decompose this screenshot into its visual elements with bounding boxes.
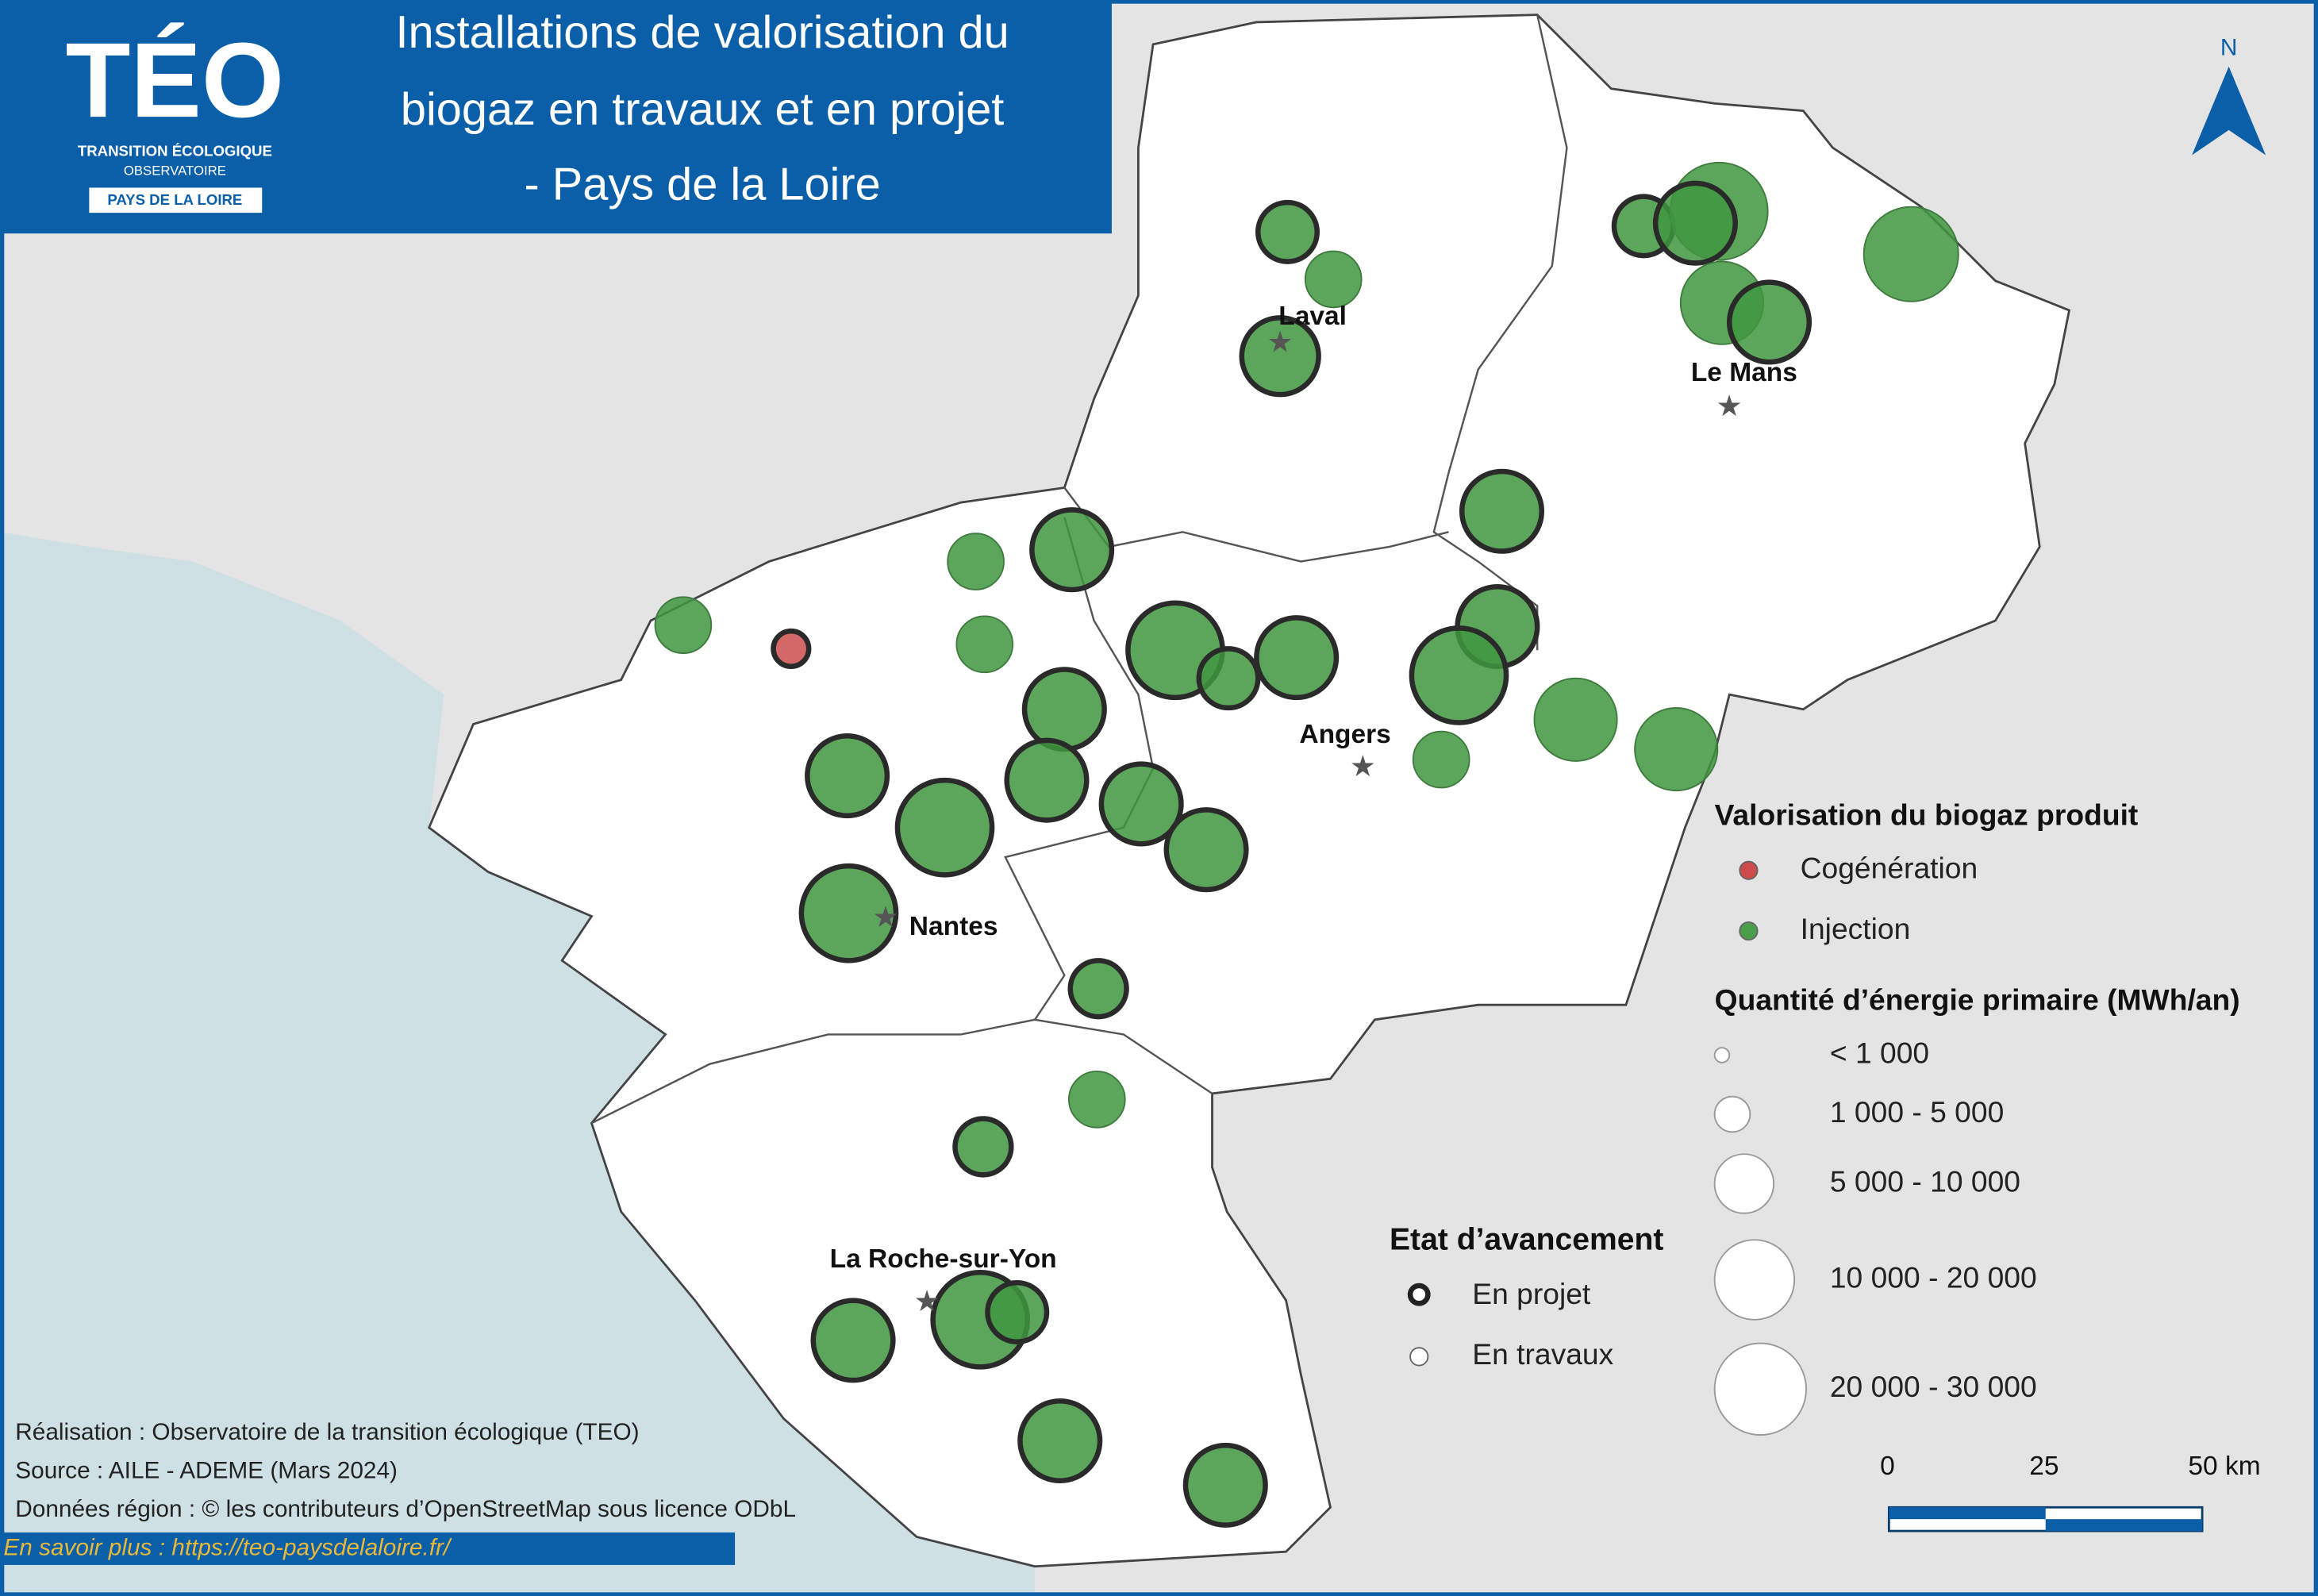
star: ★ [1350,749,1376,783]
legend-item: En travaux [1472,1337,1613,1371]
installation [810,1298,896,1383]
logo-subtitle: TRANSITION ÉCOLOGIQUE [78,143,272,160]
region-outline [427,13,2071,1568]
installation [1021,667,1107,752]
installation [947,533,1005,590]
link-bar [0,1532,736,1565]
star: ★ [872,900,898,933]
installation [1239,315,1321,398]
size-swatch [1713,1153,1775,1214]
installation [1029,507,1115,593]
installation [1098,761,1184,847]
installation [1726,279,1812,365]
north-arrow [2192,66,2266,156]
installation [805,733,890,819]
border [1004,517,1213,1094]
installation [1862,206,1959,302]
star: ★ [1267,325,1293,359]
installation [1255,199,1320,264]
installation [1304,250,1363,309]
installation [1163,807,1249,893]
scale-label: 25 [2029,1452,2059,1481]
scale-bar-segment [1889,1507,2046,1520]
size-swatch [1713,1047,1731,1063]
installation [1017,1398,1103,1484]
installation [952,1116,1014,1178]
border [590,1018,1036,1125]
installation [1067,1071,1126,1129]
installation [1067,958,1129,1020]
installation [1652,180,1738,266]
installation [955,615,1014,674]
installation [1409,625,1509,725]
legend-item: 1 000 - 5 000 [1830,1095,2004,1129]
logo-name: TÉO [66,21,285,140]
legend-item: < 1 000 [1830,1036,1929,1069]
installation [1634,706,1719,792]
installation [771,628,812,670]
legend-swatch [1739,860,1759,880]
legend-item: 10 000 - 20 000 [1830,1260,2037,1294]
logo-subtitle: OBSERVATOIRE [124,163,226,178]
installation [1412,730,1470,789]
size-swatch [1713,1239,1796,1321]
city-label: La Roche-sur-Yon [830,1244,1057,1274]
installation [894,777,995,878]
city-label: Nantes [909,912,998,941]
credit: Réalisation : Observatoire de la transit… [15,1419,639,1445]
credit: Source : AILE - ADEME (Mars 2024) [15,1457,398,1483]
installation [654,596,713,654]
city-label: Laval [1278,302,1347,331]
north-label: N [2220,34,2238,60]
credit: Données région : © les contributeurs d’O… [15,1496,796,1522]
scale-label: 0 [1880,1452,1895,1481]
legend-swatch [1739,921,1759,941]
installation [798,863,899,963]
installation [1533,677,1618,762]
legend-title: Valorisation du biogaz produit [1715,798,2139,832]
scale-label: 50 km [2188,1452,2260,1481]
installation [1004,737,1090,823]
legend-item: Injection [1801,912,1911,945]
legend-swatch [1409,1347,1429,1367]
sea [0,532,1036,1596]
star: ★ [1716,389,1743,422]
size-swatch [1713,1342,1808,1436]
city-label: Angers [1299,720,1390,749]
logo-region-box [89,187,263,213]
installation [1459,468,1545,554]
legend-title: Quantité d’énergie primaire (MWh/an) [1715,983,2240,1016]
size-legend: < 1 000 1 000 - 5 000 5 000 - 10 000 10 000… [1713,1036,2037,1436]
city-label: Le Mans [1691,358,1797,387]
link[interactable]: En savoir plus : https://teo-paysdelaloi… [3,1534,452,1560]
installation [1196,646,1261,711]
legend-item: Cogénération [1801,852,1978,885]
star: ★ [913,1284,940,1317]
legend-item: 20 000 - 30 000 [1830,1370,2037,1403]
title-line: biogaz en travaux et en projet [401,84,1004,135]
legend-title: Etat d’avancement [1390,1222,1663,1256]
installation [985,1279,1050,1344]
legend-swatch [1407,1283,1431,1306]
legend-item: 5 000 - 10 000 [1830,1164,2020,1198]
legend-item: En projet [1472,1277,1591,1310]
logo-region: PAYS DE LA LOIRE [107,191,242,208]
size-swatch [1713,1095,1751,1133]
installation [1182,1442,1268,1528]
installations: ★Laval★Le Mans★Angers★ Nantes★La Roche-su… [654,161,1959,1528]
title-line: Installations de valorisation du [395,7,1009,58]
installation [1254,615,1340,701]
scale-bar-segment [2045,1519,2203,1532]
title-line: - Pays de la Loire [525,160,881,210]
